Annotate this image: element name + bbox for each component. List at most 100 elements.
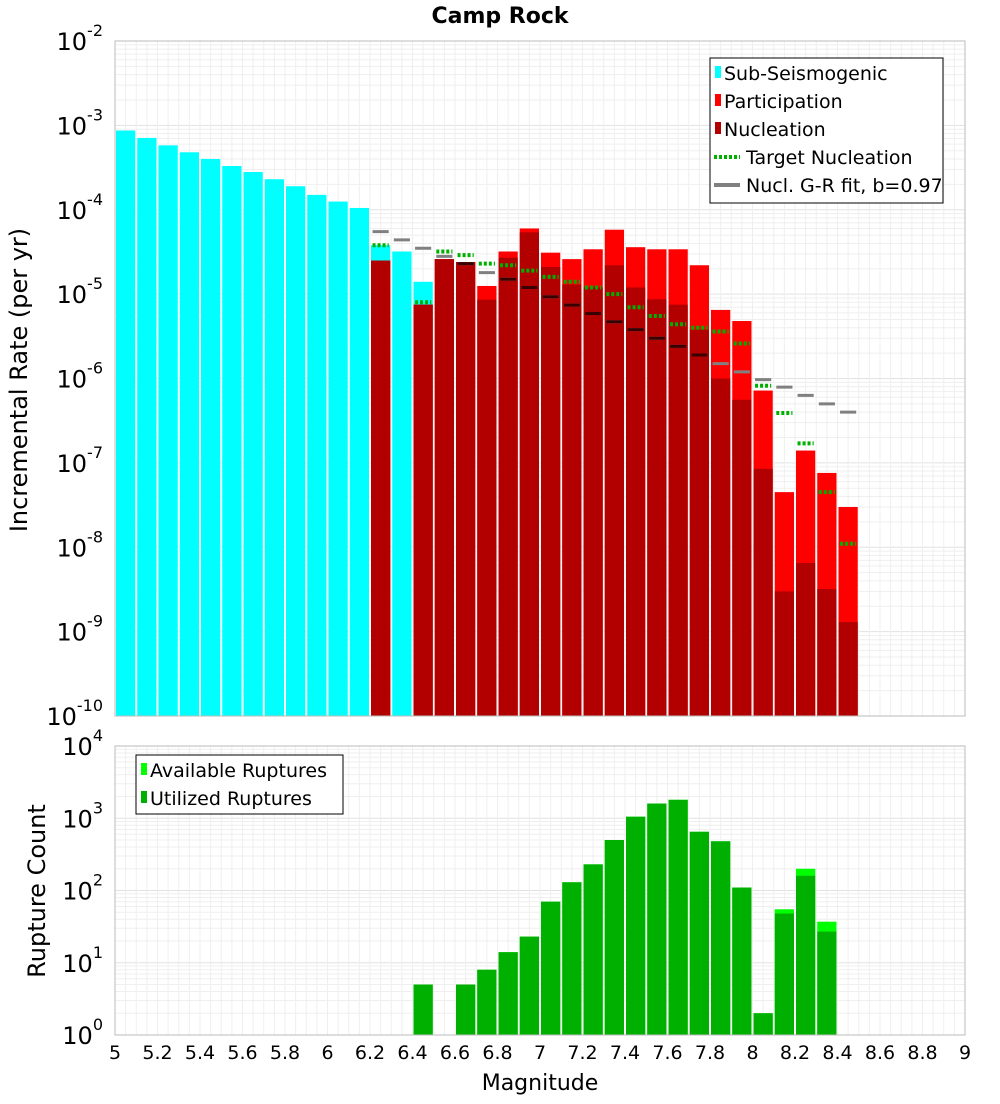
bottom-plot-frame	[114, 745, 966, 1036]
top-legend-swatch	[715, 122, 721, 134]
plot-layer: 10-10 10-9 10-8 10-7 10-6 10-5 10-4 10-3 10-2 Sub…	[46, 21, 971, 1064]
nucleation-bar	[562, 284, 582, 716]
bottom-y-tick-label: 104	[62, 726, 103, 761]
x-tick-label: 6	[321, 1042, 333, 1064]
utilized-ruptures-bar	[753, 1013, 773, 1035]
sub-seismogenic-bar	[158, 145, 178, 717]
utilized-ruptures-bar	[562, 882, 582, 1035]
sub-seismogenic-bar	[243, 172, 263, 716]
nucleation-bar	[456, 262, 476, 716]
top-y-tick-label: 10-5	[57, 274, 104, 309]
nucleation-bar	[477, 299, 497, 716]
x-tick-label: 5.6	[227, 1042, 257, 1064]
top-y-tick-label: 10-4	[57, 190, 104, 225]
sub-seismogenic-bar	[222, 166, 242, 717]
nucleation-bar	[817, 589, 837, 716]
utilized-ruptures-bar	[689, 831, 709, 1035]
x-tick-label: 6.8	[482, 1042, 512, 1064]
top-plot-frame	[114, 40, 966, 717]
nucleation-bar	[413, 304, 433, 716]
utilized-ruptures-bar	[498, 952, 518, 1035]
sub-seismogenic-bar	[116, 130, 136, 717]
top-y-tick-label: 10-7	[57, 443, 104, 478]
x-axis-label: Magnitude	[482, 1071, 599, 1096]
utilized-ruptures-bar	[541, 901, 561, 1035]
x-tick-label: 7	[534, 1042, 546, 1064]
nucleation-bar	[626, 287, 646, 716]
top-legend-label: Nucleation	[724, 119, 826, 141]
x-tick-label: 7.6	[652, 1042, 682, 1064]
x-tick-label: 6.4	[397, 1042, 427, 1064]
sub-seismogenic-bar	[179, 152, 199, 716]
sub-seismogenic-bar	[137, 137, 157, 717]
nucleation-bar	[647, 299, 667, 716]
nucleation-bar	[732, 399, 752, 716]
top-y-tick-label: 10-2	[57, 21, 104, 56]
x-tick-label: 6.6	[440, 1042, 470, 1064]
sub-seismogenic-bar	[349, 207, 369, 716]
nucleation-bar	[498, 257, 518, 716]
utilized-ruptures-bar	[456, 984, 476, 1035]
nucleation-bar	[519, 232, 539, 716]
nucleation-bar	[711, 378, 731, 716]
nucleation-bar	[796, 563, 816, 716]
sub-seismogenic-bar	[264, 179, 284, 716]
utilized-ruptures-bar	[817, 931, 837, 1035]
nucleation-bar	[583, 287, 603, 716]
x-tick-label: 5.8	[270, 1042, 300, 1064]
x-tick-label: 8.6	[865, 1042, 895, 1064]
x-tick-label: 8.4	[822, 1042, 852, 1064]
x-tick-label: 8	[746, 1042, 758, 1064]
top-y-tick-label: 10-10	[46, 696, 103, 731]
utilized-ruptures-bar	[604, 839, 624, 1035]
x-tick-label: 8.2	[780, 1042, 810, 1064]
nucleation-bar	[668, 304, 688, 716]
top-legend-swatch	[715, 66, 721, 78]
nucleation-bar	[838, 622, 858, 716]
utilized-ruptures-bar	[647, 803, 667, 1035]
utilized-ruptures-bar	[668, 799, 688, 1035]
utilized-ruptures-bar	[774, 913, 794, 1035]
nucleation-bar	[774, 591, 794, 716]
nucleation-bar	[689, 329, 709, 716]
bottom-legend-swatch	[141, 791, 147, 803]
chart-title: Camp Rock	[431, 4, 569, 29]
bottom-y-axis-label: Rupture Count	[23, 804, 51, 978]
utilized-ruptures-bar	[519, 936, 539, 1035]
top-y-tick-label: 10-6	[57, 359, 104, 394]
bottom-legend-swatch	[141, 763, 147, 775]
bottom-legend-box	[135, 754, 344, 815]
sub-seismogenic-bar	[201, 158, 221, 717]
utilized-ruptures-bar	[732, 887, 752, 1035]
x-tick-label: 5.2	[142, 1042, 172, 1064]
bottom-legend-label: Utilized Ruptures	[150, 788, 312, 810]
x-tick-label: 5	[109, 1042, 121, 1064]
bottom-y-tick-label: 102	[62, 871, 103, 906]
utilized-ruptures-bar	[413, 984, 433, 1035]
bottom-y-tick-label: 101	[62, 943, 103, 978]
sub-seismogenic-bar	[328, 201, 348, 716]
sub-seismogenic-bar	[286, 186, 306, 716]
x-tick-label: 9	[959, 1042, 971, 1064]
bottom-legend-label: Available Ruptures	[150, 760, 327, 782]
top-legend-label: Target Nucleation	[745, 147, 913, 169]
nucleation-bar	[434, 259, 454, 716]
nucleation-bar	[753, 468, 773, 716]
top-y-tick-label: 10-8	[57, 527, 104, 562]
nucleation-bar	[604, 265, 624, 716]
utilized-ruptures-bar	[477, 969, 497, 1035]
x-tick-label: 7.2	[567, 1042, 597, 1064]
nucleation-bar	[371, 260, 391, 716]
nucleation-bar	[541, 266, 561, 716]
top-legend-label: Participation	[724, 91, 843, 113]
top-legend-label: Sub-Seismogenic	[724, 63, 888, 85]
x-tick-label: 6.2	[355, 1042, 385, 1064]
x-tick-label: 7.4	[610, 1042, 640, 1064]
utilized-ruptures-bar	[626, 816, 646, 1035]
bottom-y-tick-label: 103	[62, 798, 103, 833]
top-legend-swatch	[715, 94, 721, 106]
bottom-y-tick-label: 100	[62, 1015, 103, 1050]
utilized-ruptures-bar	[796, 875, 816, 1035]
